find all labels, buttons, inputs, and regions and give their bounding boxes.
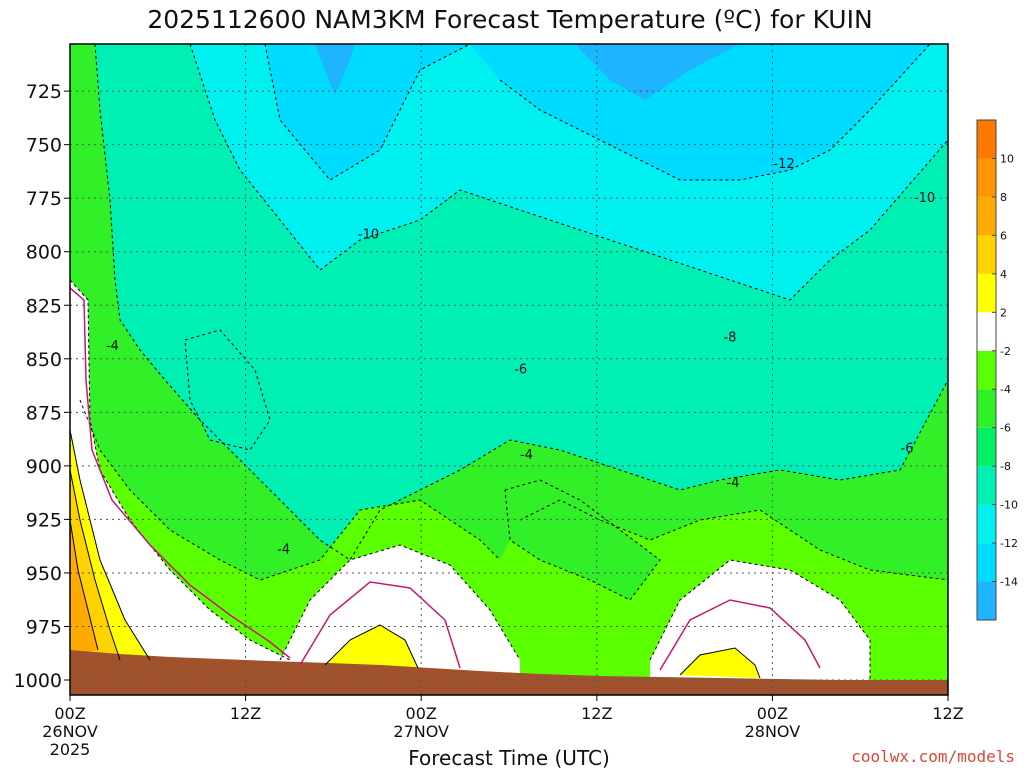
contour-label: -12 (773, 157, 794, 172)
colorbar-swatch (977, 581, 996, 620)
contour-label: -10 (914, 191, 935, 206)
fill-minus-12 (265, 44, 930, 180)
fill-minus-2-left (70, 280, 290, 690)
y-tick-label: 825 (26, 295, 62, 317)
y-tick-label: 775 (26, 188, 62, 210)
x-tick-year: 2025 (50, 740, 91, 759)
colorbar-label: -8 (1000, 460, 1011, 473)
colorbar-swatch (977, 196, 996, 236)
grid-lines (70, 44, 948, 695)
x-tick-date: 28NOV (745, 722, 801, 741)
y-tick-label: 975 (26, 616, 62, 638)
y-tick-label: 1000 (14, 670, 62, 692)
y-tick-label: 850 (26, 349, 62, 371)
y-axis: 725 750 775 800 825 850 875 900 925 950 975 1000 (14, 81, 70, 692)
colorbar-swatch (977, 504, 996, 544)
x-tick-label: 12Z (932, 704, 963, 723)
fill-minus-14-b (575, 44, 740, 100)
colorbar: -14 -12 -10 -8 -6 -4 -2 2 4 6 8 10 (976, 119, 1018, 621)
fill-minus-14-a (315, 44, 355, 95)
contour-label: -10 (358, 228, 379, 243)
contour-label: -6 (901, 442, 914, 457)
contour-label: -4 (277, 542, 290, 557)
y-tick-label: 800 (26, 242, 62, 264)
y-tick-label: 875 (26, 402, 62, 424)
colorbar-swatch (977, 389, 996, 428)
contour-label: -6 (514, 363, 527, 378)
fill-minus-8-patch (185, 330, 270, 450)
chart-title: 2025112600 NAM3KM Forecast Temperature (… (147, 5, 872, 34)
contour-label: -4 (520, 448, 533, 463)
colorbar-label: 4 (1000, 268, 1007, 281)
contour-labels: -12 -10 -10 -8 -6 -6 -4 -4 -4 -4 (106, 157, 935, 557)
y-tick-label: 900 (26, 456, 62, 478)
colorbar-label: -10 (1000, 499, 1018, 512)
colorbar-swatch (977, 273, 996, 313)
x-tick-label: 12Z (581, 704, 612, 723)
colorbar-swatch (977, 312, 996, 351)
terrain-below-ground (70, 650, 948, 695)
colorbar-swatch (977, 235, 996, 274)
credit-text: coolwx.com/models (851, 747, 1015, 766)
colorbar-swatch (977, 158, 996, 197)
colorbar-label: 2 (1000, 306, 1007, 319)
isotherm-lines-solid (70, 429, 761, 679)
contour-label: -4 (726, 476, 739, 491)
colorbar-label: -12 (1000, 537, 1018, 550)
colorbar-frame (976, 119, 997, 621)
colorbar-label: -2 (1000, 345, 1011, 358)
colorbar-label: -6 (1000, 422, 1011, 435)
y-tick-label: 725 (26, 81, 62, 103)
contour-label: -8 (723, 330, 736, 345)
x-tick-date: 26NOV (42, 722, 98, 741)
colorbar-swatch (977, 466, 996, 505)
colorbar-swatch (977, 427, 996, 467)
colorbar-label: 6 (1000, 229, 1007, 242)
fill-minus-2-right (650, 560, 870, 680)
y-tick-label: 925 (26, 509, 62, 531)
y-tick-label: 750 (26, 135, 62, 157)
colorbar-label: -14 (1000, 576, 1018, 589)
plot-frame (69, 43, 949, 696)
x-tick-label: 00Z (406, 704, 437, 723)
colorbar-swatch (977, 120, 996, 159)
x-tick-date: 27NOV (393, 722, 449, 741)
x-tick-label: 12Z (230, 704, 261, 723)
fill-plus-2-mid (325, 625, 418, 668)
plot-area: -12 -10 -10 -8 -6 -6 -4 -4 -4 -4 (70, 44, 948, 695)
colorbar-swatch (977, 350, 996, 390)
x-axis-label: Forecast Time (UTC) (408, 746, 610, 768)
contour-label: -4 (106, 339, 119, 354)
freezing-level-lines (70, 287, 821, 671)
colorbar-label: -4 (1000, 383, 1011, 396)
colorbar-label: 10 (1000, 152, 1014, 165)
colorbar-label: 8 (1000, 191, 1007, 204)
fill-plus-6 (70, 520, 98, 655)
colorbar-swatch (977, 543, 996, 582)
x-tick-label: 00Z (54, 704, 85, 723)
x-tick-label: 00Z (757, 704, 788, 723)
isotherm-lines-dashed (70, 44, 948, 680)
y-tick-label: 950 (26, 563, 62, 585)
fill-minus-6-patch (505, 480, 660, 600)
